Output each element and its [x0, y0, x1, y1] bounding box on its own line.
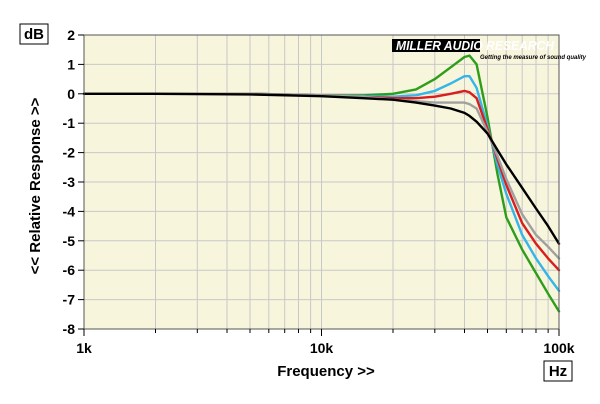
x-tick-label: 1k	[76, 340, 92, 356]
y-tick-label: -8	[63, 321, 76, 337]
grid	[83, 34, 560, 330]
x-tick-label: 100k	[543, 340, 574, 356]
y-unit-frame	[19, 23, 49, 45]
y-tick-label: 2	[67, 27, 75, 43]
x-unit-label: Hz	[549, 363, 567, 380]
y-tick-label: -1	[63, 115, 76, 131]
y-tick-label: -4	[63, 203, 76, 219]
x-unit-frame	[543, 360, 573, 382]
logo-tagline: Getting the measure of sound quality	[480, 55, 587, 61]
logo-band	[392, 39, 480, 52]
y-tick-label: 1	[67, 56, 75, 72]
y-tick-label: -7	[63, 292, 76, 308]
y-axis-title: << Relative Response >>	[27, 97, 44, 274]
y-unit-label: dB	[24, 26, 44, 43]
y-tick-label: 0	[67, 86, 75, 102]
x-tick-label: 10k	[310, 340, 334, 356]
x-unit-box: Hz	[543, 360, 573, 382]
series-line-5	[82, 92, 561, 245]
y-unit-box: dB	[19, 23, 49, 45]
y-tick-label: -2	[63, 145, 76, 161]
y-tick-label: -6	[63, 262, 76, 278]
y-tick-label: -3	[63, 174, 76, 190]
series-layer	[82, 54, 561, 313]
logo: MILLER AUDIO RESEARCH Getting the measur…	[392, 38, 587, 61]
y-tick-label: -5	[63, 233, 76, 249]
logo-text: MILLER AUDIO RESEARCH	[396, 38, 555, 53]
x-axis-title: Frequency >>	[277, 363, 375, 380]
tick-labels: 2 1 0 -1 -2 -3 -4 -5 -6 -7 -81k 10k 100k	[63, 27, 575, 356]
